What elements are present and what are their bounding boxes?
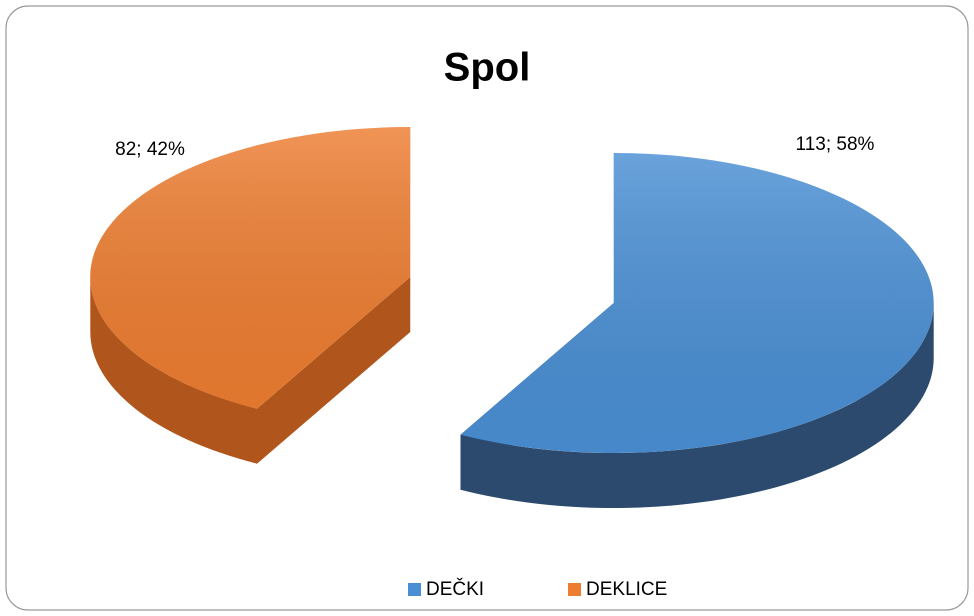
legend-label: DEČKI — [426, 578, 484, 600]
data-label: 82; 42% — [115, 139, 185, 160]
slice-side — [90, 277, 258, 464]
slice-shade — [460, 153, 934, 453]
slice-shade — [90, 127, 411, 409]
data-label: 113; 58% — [796, 134, 875, 155]
slice-side — [460, 303, 934, 509]
legend-label: DEKLICE — [586, 579, 667, 600]
legend-swatch — [408, 583, 421, 596]
chart-title: Spol — [444, 46, 531, 90]
legend-swatch — [568, 583, 581, 596]
slice-face — [257, 277, 411, 464]
